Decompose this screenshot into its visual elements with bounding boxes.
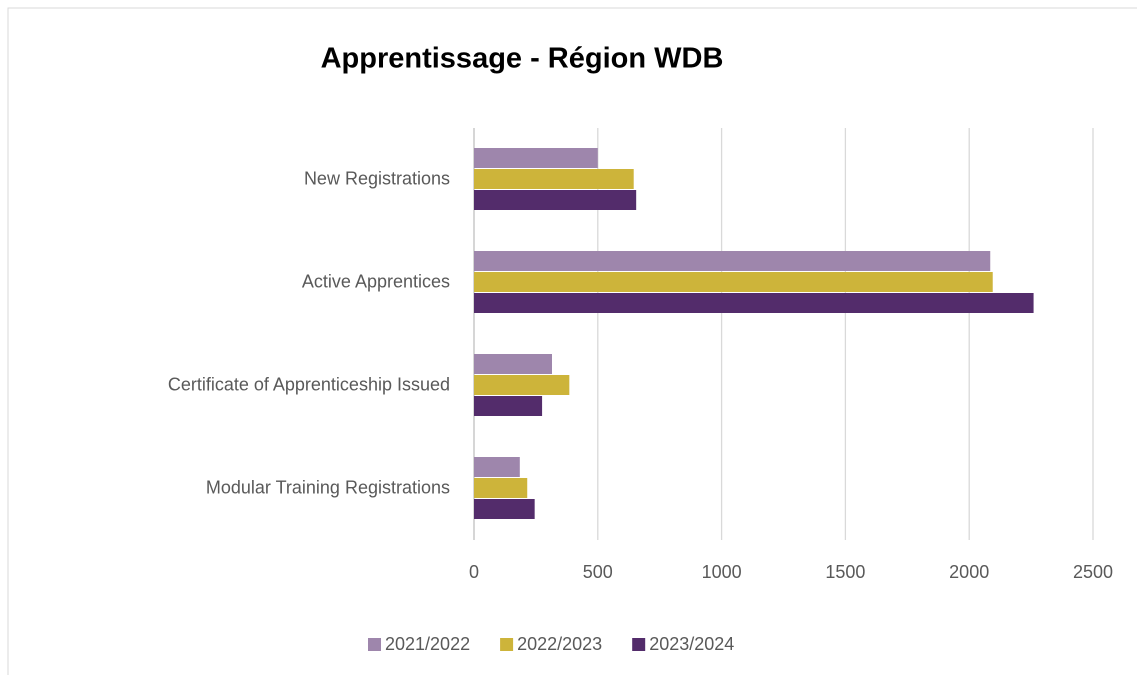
y-tick-label: Active Apprentices	[302, 271, 450, 291]
chart-title: Apprentissage - Région WDB	[321, 43, 724, 75]
y-tick-label: Certificate of Apprenticeship Issued	[168, 374, 450, 394]
x-tick-label: 0	[469, 562, 479, 582]
y-tick-label: New Registrations	[304, 168, 450, 188]
legend-label: 2023/2024	[649, 634, 734, 654]
x-tick-label: 1000	[702, 562, 742, 582]
y-tick-label: Modular Training Registrations	[206, 477, 450, 497]
legend-label: 2021/2022	[385, 634, 470, 654]
bar	[474, 148, 598, 168]
bar	[474, 375, 570, 395]
bar	[474, 478, 528, 498]
legend-label: 2022/2023	[517, 634, 602, 654]
chart-frame	[7, 7, 1137, 675]
bar	[474, 457, 520, 477]
bar	[474, 354, 552, 374]
bar	[474, 396, 543, 416]
bar	[474, 499, 535, 519]
x-tick-label: 2000	[949, 562, 989, 582]
bar	[474, 169, 634, 189]
x-tick-label: 500	[583, 562, 613, 582]
legend-swatch	[632, 638, 646, 651]
bar	[474, 190, 637, 210]
x-tick-label: 2500	[1073, 562, 1113, 582]
bar	[474, 293, 1034, 313]
bar	[474, 251, 991, 271]
bar	[474, 272, 993, 292]
x-tick-label: 1500	[825, 562, 865, 582]
legend-swatch	[368, 638, 381, 651]
legend-swatch	[500, 638, 514, 651]
